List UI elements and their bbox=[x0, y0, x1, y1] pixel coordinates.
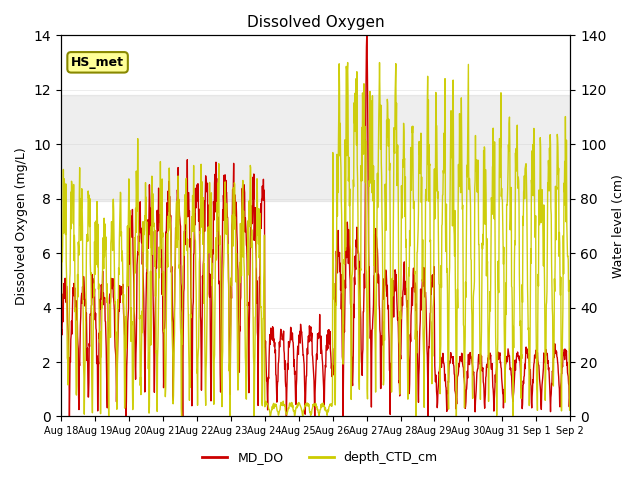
Y-axis label: Water level (cm): Water level (cm) bbox=[612, 174, 625, 278]
Text: HS_met: HS_met bbox=[71, 56, 124, 69]
Bar bbox=[61, 95, 570, 202]
Legend: MD_DO, depth_CTD_cm: MD_DO, depth_CTD_cm bbox=[197, 446, 443, 469]
Y-axis label: Dissolved Oxygen (mg/L): Dissolved Oxygen (mg/L) bbox=[15, 147, 28, 305]
Title: Dissolved Oxygen: Dissolved Oxygen bbox=[247, 15, 385, 30]
